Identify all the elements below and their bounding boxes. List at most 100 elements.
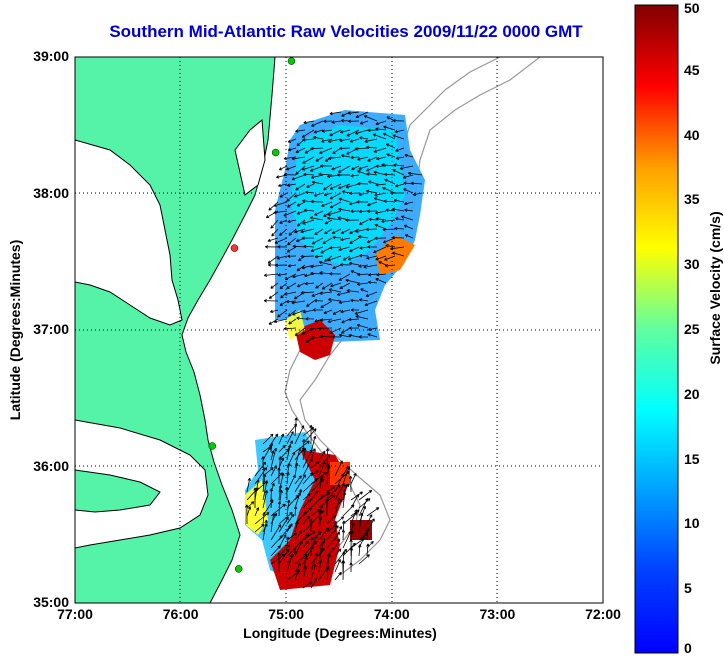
velocity-arrow [381, 219, 396, 224]
velocity-arrow [329, 192, 342, 200]
velocity-arrow [323, 192, 333, 197]
velocity-arrow [358, 165, 369, 170]
velocity-arrow [311, 237, 324, 245]
velocity-arrow [366, 255, 378, 260]
velocity-arrow [293, 506, 298, 517]
velocity-arrow [339, 138, 351, 143]
velocity-arrow [338, 246, 351, 252]
velocity-arrow [268, 318, 279, 325]
velocity-arrow [278, 548, 290, 565]
velocity-arrow [410, 181, 423, 186]
velocity-arrow [254, 507, 260, 517]
station-marker [234, 565, 243, 573]
colorbar-tick-label: 50 [684, 0, 700, 16]
velocity-arrow [329, 327, 342, 334]
velocity-arrow [349, 138, 360, 143]
velocity-arrow [354, 147, 369, 151]
colorbar-tick-label: 5 [684, 580, 692, 597]
velocity-arrow [265, 210, 279, 219]
velocity-arrow [294, 475, 302, 485]
velocity-arrow [349, 237, 360, 244]
velocity-arrow [395, 156, 405, 160]
velocity-arrow [350, 209, 360, 213]
velocity-arrow [367, 280, 378, 285]
velocity-arrow [412, 192, 423, 197]
velocity-arrow [375, 278, 387, 284]
velocity-arrow [322, 237, 333, 244]
velocity-arrow [326, 514, 336, 525]
velocity-arrow [295, 147, 306, 153]
velocity-arrow [302, 448, 313, 469]
velocity-arrow [356, 323, 369, 329]
map-title: Southern Mid-Atlantic Raw Velocities 200… [109, 22, 583, 41]
velocity-arrow [302, 515, 311, 525]
velocity-arrow [339, 129, 351, 134]
velocity-arrow [354, 129, 369, 135]
velocity-arrow [334, 497, 341, 517]
velocity-arrow [286, 246, 297, 253]
velocity-arrow [338, 207, 351, 212]
velocity-arrow [392, 134, 405, 140]
velocity-arrow [358, 512, 364, 533]
velocity-arrow [375, 217, 387, 221]
velocity-arrow [323, 210, 333, 218]
velocity-arrow [300, 228, 315, 234]
velocity-arrow [262, 446, 271, 461]
velocity-arrow [313, 129, 324, 134]
map-grid [75, 57, 603, 603]
velocity-arrow [348, 261, 360, 266]
velocity-arrow [350, 298, 360, 303]
velocity-arrow [358, 489, 373, 501]
velocity-arrow [294, 562, 302, 573]
velocity-arrow [355, 315, 369, 320]
colorbar [634, 4, 679, 654]
velocity-arrow [383, 125, 396, 131]
colorbar-tick-label: 40 [684, 126, 700, 143]
velocity-arrow [334, 538, 340, 549]
velocity-arrow [341, 529, 346, 541]
velocity-arrow [303, 244, 315, 249]
velocity-arrow [277, 501, 282, 517]
velocity-arrow [367, 128, 378, 132]
velocity-arrow [311, 180, 324, 185]
colorbar-tick-label: 25 [684, 321, 700, 337]
velocity-arrow [347, 111, 360, 115]
velocity-arrow [359, 253, 369, 258]
velocity-arrow [328, 298, 342, 302]
velocity-arrow [341, 327, 351, 334]
velocity-arrow [286, 183, 297, 187]
velocity-arrow [336, 173, 351, 177]
velocity-arrow [338, 333, 351, 338]
velocity-arrow [286, 431, 294, 445]
velocity-arrow [337, 165, 351, 173]
velocity-arrow [291, 174, 306, 181]
x-axis-label: Longitude (Degrees:Minutes) [243, 625, 437, 641]
velocity-arrow [302, 493, 311, 501]
velocity-arrow [302, 309, 315, 314]
velocity-arrow [319, 147, 333, 154]
velocity-arrow [382, 237, 396, 244]
velocity-arrow [382, 132, 396, 140]
velocity-arrow [294, 530, 303, 541]
velocity-arrow [381, 163, 396, 167]
velocity-arrow [373, 246, 387, 254]
velocity-arrow [349, 547, 354, 565]
velocity-arrow [338, 183, 351, 190]
station-markers [208, 57, 296, 573]
velocity-arrow [253, 487, 257, 509]
velocity-arrow [295, 129, 306, 133]
velocity-arrow [354, 309, 369, 315]
velocity-arrow [334, 548, 348, 565]
velocity-arrow [342, 466, 351, 485]
velocity-arrow [269, 309, 279, 314]
velocity-arrow [385, 143, 396, 149]
y-tick-label: 39:00 [33, 48, 69, 64]
velocity-arrow [277, 273, 288, 277]
velocity-arrow [288, 228, 297, 236]
velocity-arrow [294, 440, 310, 453]
y-tick-label: 38:00 [33, 184, 69, 201]
x-tick-label: 73:00 [479, 606, 516, 622]
velocity-arrow [376, 156, 387, 161]
velocity-arrow [286, 192, 297, 202]
velocity-arrow [262, 490, 269, 509]
